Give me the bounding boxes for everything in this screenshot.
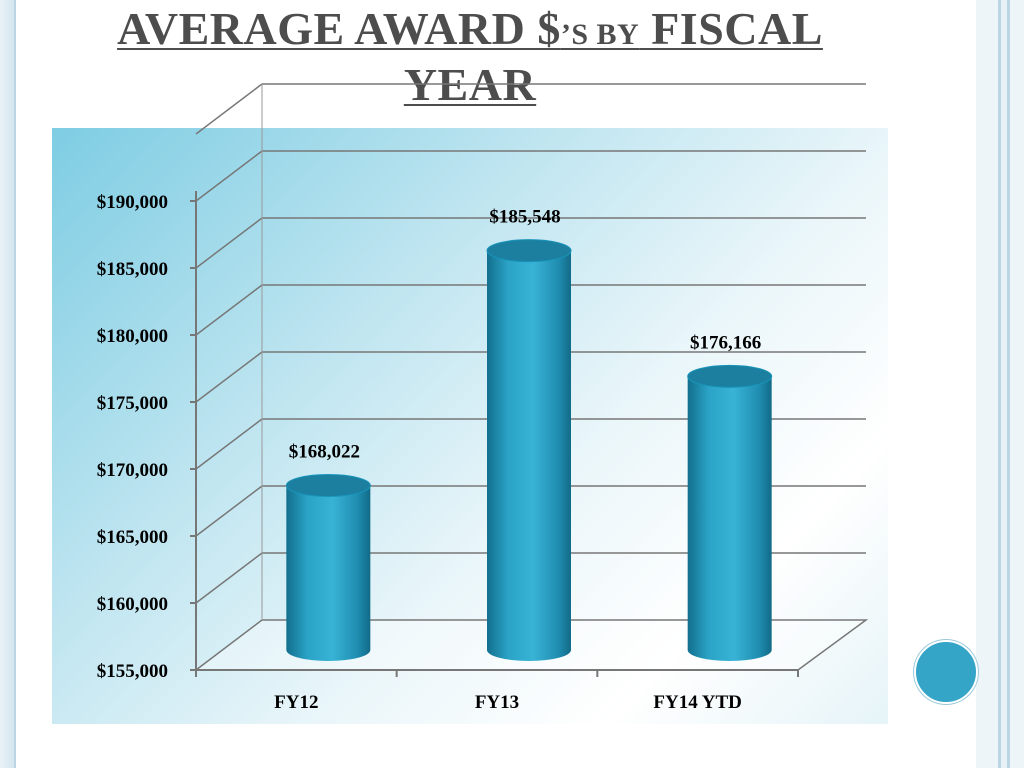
- y-tick-label: $190,000: [97, 192, 168, 213]
- gridline-side: [195, 351, 263, 403]
- y-tick-label: $165,000: [97, 527, 168, 548]
- decorative-circle: [914, 640, 978, 704]
- y-tick-label: $170,000: [97, 460, 168, 481]
- title-part3: FISCAL: [639, 3, 823, 54]
- y-tick-label: $185,000: [97, 259, 168, 280]
- data-label: $168,022: [289, 442, 360, 463]
- bar-fy14-ytd: [687, 364, 773, 661]
- x-tick-label: FY13: [475, 692, 519, 713]
- bar-top: [687, 364, 773, 388]
- slide-frame-right: [976, 0, 1024, 768]
- bar-top: [285, 474, 371, 498]
- x-tick-label: FY12: [274, 692, 318, 713]
- bar-top: [486, 239, 572, 263]
- gridline-side: [195, 552, 263, 604]
- x-tick-label: FY14 YTD: [653, 692, 742, 713]
- gridline-side: [195, 418, 263, 470]
- gridline-side: [195, 485, 263, 537]
- title-part2: ’S BY: [560, 18, 640, 51]
- y-tick-label: $155,000: [97, 661, 168, 682]
- y-tick-label: $160,000: [97, 594, 168, 615]
- title-part1: AVERAGE AWARD $: [117, 3, 561, 54]
- gridline-side: [195, 150, 263, 202]
- bar-body: [687, 376, 772, 661]
- gridline-side: [195, 83, 263, 135]
- data-label: $176,166: [690, 332, 761, 353]
- data-label: $185,548: [489, 207, 560, 228]
- bar-body: [487, 250, 571, 661]
- y-tick-label: $175,000: [97, 393, 168, 414]
- bar-fy12: [285, 474, 371, 661]
- gridline-side: [195, 217, 263, 269]
- gridline-side: [195, 284, 263, 336]
- bar-body: [286, 485, 371, 661]
- y-tick-label: $180,000: [97, 326, 168, 347]
- slide-frame-left: [0, 0, 16, 768]
- bar-fy13: [486, 239, 572, 661]
